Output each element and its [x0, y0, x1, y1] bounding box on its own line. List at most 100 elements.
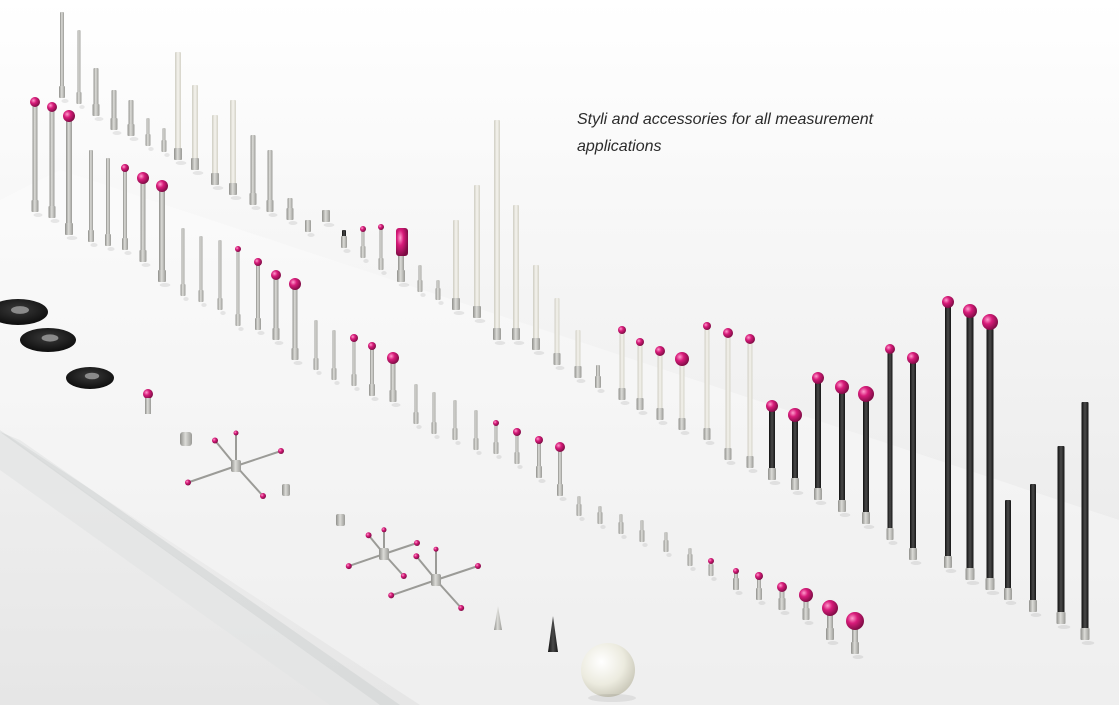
ceramic-extension-9-shadow — [597, 389, 605, 393]
stylus-row3-16-thread — [756, 588, 762, 600]
ceramic-stylus-3-shadow — [680, 431, 690, 435]
carbon-stylus-0-shaft — [769, 410, 775, 480]
carbon-stylus-12 — [1056, 446, 1071, 629]
extension-7-shaft — [175, 52, 181, 160]
ceramic-extension-7-shaft — [554, 298, 560, 365]
stylus-row2-6-shaft — [140, 182, 146, 262]
carbon-stylus-8-ruby-tip — [963, 304, 977, 318]
stylus-row3-16-ruby-tip — [755, 572, 763, 580]
stylus-row2-11-thread — [235, 314, 241, 326]
stylus-row2-5-shadow — [124, 251, 132, 255]
extension-8-thread — [191, 158, 199, 170]
ceramic-stylus-4 — [703, 322, 715, 445]
stylus-row3-14-shadow — [711, 577, 717, 581]
extension-2 — [92, 68, 104, 121]
stylus-row3-7-shadow — [559, 497, 567, 501]
stylus-row2-6-ruby-tip — [137, 172, 149, 184]
adaptor-2 — [341, 230, 351, 253]
stylus-row2-13 — [271, 270, 284, 345]
stylus-row3-13 — [687, 548, 696, 571]
star-stylus-large-arm-1 — [235, 450, 282, 467]
star-centre-cube — [180, 432, 192, 446]
star-stylus-small-tip-3 — [458, 605, 465, 611]
adaptor-2-thread — [341, 236, 347, 248]
adaptor-4-ruby-tip — [378, 224, 384, 230]
ceramic-stylus-6-shadow — [748, 469, 758, 473]
carbon-stylus-4-ruby-tip — [858, 386, 874, 402]
extension-8-shaft — [192, 85, 198, 170]
extension-13 — [286, 198, 298, 225]
extension-9-shadow — [212, 186, 224, 190]
star-stylus-large-hub — [231, 460, 241, 472]
carbon-stylus-10-shaft — [1005, 500, 1011, 600]
extension-7-shadow — [175, 161, 187, 165]
ceramic-stylus-0 — [618, 326, 630, 405]
stylus-row3-5-ruby-tip — [513, 428, 521, 436]
ceramic-extension-7-shadow — [555, 366, 565, 370]
stylus-row3-9-thread — [597, 512, 603, 524]
stylus-row2-18-thread — [369, 384, 375, 396]
stylus-row3-12 — [663, 532, 672, 557]
adaptor-3 — [360, 226, 369, 263]
stylus-row2-2-shaft — [66, 120, 72, 235]
stylus-row2-8-shadow — [183, 297, 189, 301]
ceramic-stylus-2-ruby-tip — [655, 346, 665, 356]
stylus-row2-10-shadow — [220, 311, 226, 315]
stylus-row2-8 — [180, 228, 189, 301]
ceramic-extension-8-shadow — [576, 379, 586, 383]
ceramic-stylus-6 — [745, 334, 758, 473]
ceramic-stylus-1-ruby-tip — [636, 338, 644, 346]
ceramic-extension-8 — [574, 330, 586, 383]
extension-10-shadow — [230, 196, 242, 200]
stylus-row2-8-shaft — [181, 228, 185, 296]
ceramic-extension-7 — [553, 298, 565, 370]
ceramic-stylus-3-thread — [678, 418, 686, 430]
adaptor-3-thread — [360, 246, 366, 258]
star-stylus-medium-arm-1 — [383, 542, 418, 555]
carbon-stylus-8-shaft — [966, 316, 974, 580]
stylus-row3-2-thread — [452, 428, 458, 440]
carbon-stylus-0-shadow — [769, 481, 781, 485]
extension-6 — [161, 128, 170, 157]
stylus-row2-12-thread — [255, 318, 261, 330]
stylus-row3-20-thread — [851, 642, 859, 654]
carbon-stylus-6 — [907, 352, 922, 565]
stylus-row2-16-shadow — [334, 381, 340, 385]
star-stylus-large — [185, 430, 284, 499]
stylus-row3-10 — [618, 514, 627, 539]
stylus-row3-1-thread — [431, 422, 437, 434]
ceramic-extension-0-shadow — [420, 293, 426, 297]
carbon-stylus-2 — [812, 372, 827, 505]
adaptor-3-ruby-tip — [360, 226, 366, 232]
stylus-row2-10-thread — [217, 298, 223, 310]
stylus-row3-11-thread — [639, 530, 645, 542]
calibration-sphere — [581, 643, 635, 697]
carbon-stylus-9-thread — [985, 578, 995, 590]
star-stylus-small-tip-1 — [475, 563, 481, 569]
carbon-stylus-13-shadow — [1081, 641, 1095, 645]
stylus-row2-9 — [198, 236, 207, 307]
ceramic-extension-3-shaft — [474, 185, 480, 318]
ceramic-extension-1-shadow — [438, 301, 444, 305]
ceramic-stylus-6-thread — [746, 456, 754, 468]
carbon-stylus-6-shadow — [910, 561, 922, 565]
adaptor-0 — [305, 220, 315, 237]
stylus-row2-0-shadow — [33, 213, 43, 217]
caption-line-2: applications — [577, 138, 662, 155]
disc-stylus-2 — [66, 367, 114, 389]
stylus-row2-2 — [63, 110, 78, 240]
carbon-stylus-12-shadow — [1057, 625, 1071, 629]
stylus-row2-6-shadow — [141, 263, 151, 267]
stylus-row2-13-shadow — [274, 341, 284, 345]
carbon-stylus-13 — [1080, 402, 1095, 645]
stylus-row3-8 — [576, 496, 585, 521]
extension-13-shadow — [288, 221, 298, 225]
accessories — [0, 299, 636, 702]
ceramic-extension-0 — [417, 265, 426, 297]
star-stylus-medium-hub — [379, 548, 389, 560]
stylus-row2-2-ruby-tip — [63, 110, 75, 122]
extension-0-shaft — [60, 12, 64, 98]
ceramic-stylus-4-ruby-tip — [703, 322, 711, 330]
stylus-row2-6-thread — [139, 250, 147, 262]
stylus-row3-6-thread — [536, 466, 542, 478]
